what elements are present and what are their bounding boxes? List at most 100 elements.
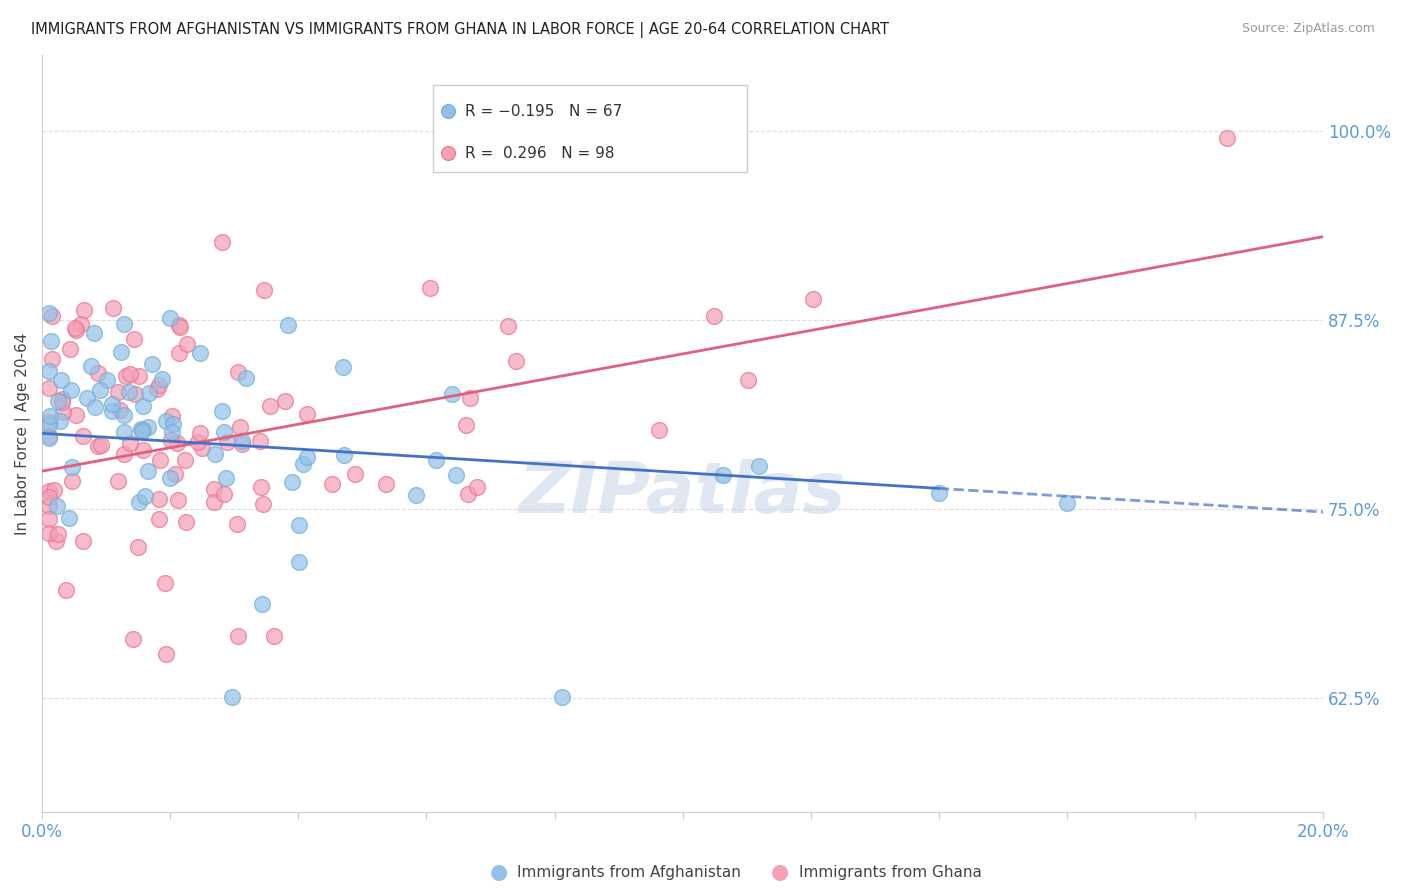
Point bbox=[46, 394, 69, 409]
Text: ●: ● bbox=[772, 863, 789, 882]
Point bbox=[72, 534, 94, 549]
Point bbox=[713, 467, 735, 482]
Point bbox=[155, 647, 177, 661]
Point bbox=[112, 409, 135, 423]
Point bbox=[737, 372, 759, 386]
Point bbox=[60, 474, 83, 488]
Point bbox=[217, 434, 239, 449]
Point bbox=[281, 475, 304, 489]
Point bbox=[38, 409, 60, 423]
Point bbox=[344, 467, 367, 482]
Point bbox=[51, 395, 73, 409]
Point bbox=[136, 463, 159, 477]
Point bbox=[1216, 131, 1239, 145]
Point bbox=[38, 526, 60, 541]
Point bbox=[263, 629, 285, 643]
Point bbox=[49, 372, 72, 386]
Point bbox=[45, 499, 67, 513]
Point bbox=[150, 372, 173, 386]
Text: ZIPatlas: ZIPatlas bbox=[519, 459, 846, 528]
Point bbox=[73, 302, 96, 317]
Point bbox=[38, 490, 60, 504]
Point bbox=[162, 417, 184, 432]
Point bbox=[496, 319, 519, 334]
Point bbox=[160, 409, 183, 423]
Point bbox=[162, 425, 184, 439]
Point bbox=[153, 575, 176, 590]
Point bbox=[83, 326, 105, 340]
Point bbox=[419, 281, 441, 295]
Point bbox=[287, 555, 309, 569]
Point bbox=[231, 434, 253, 449]
Point bbox=[169, 318, 191, 332]
Point bbox=[288, 518, 311, 533]
Point bbox=[212, 425, 235, 439]
Point bbox=[122, 332, 145, 346]
Point bbox=[118, 435, 141, 450]
Point bbox=[176, 337, 198, 351]
Point bbox=[115, 368, 138, 383]
Point bbox=[228, 365, 250, 379]
Point bbox=[204, 447, 226, 461]
Point bbox=[55, 582, 77, 597]
Point bbox=[505, 353, 527, 368]
Point bbox=[249, 479, 271, 493]
Point bbox=[132, 442, 155, 457]
Point bbox=[120, 367, 142, 381]
Point bbox=[211, 235, 233, 249]
Point bbox=[89, 384, 111, 398]
Point bbox=[65, 323, 87, 337]
Point bbox=[647, 423, 669, 437]
Point bbox=[148, 512, 170, 526]
Point bbox=[79, 359, 101, 373]
Point bbox=[703, 310, 725, 324]
Point bbox=[928, 486, 950, 500]
Point bbox=[169, 319, 191, 334]
Point bbox=[292, 457, 315, 471]
Point bbox=[444, 467, 467, 482]
Point bbox=[228, 629, 250, 643]
Point bbox=[42, 483, 65, 498]
Point bbox=[51, 392, 73, 406]
FancyBboxPatch shape bbox=[433, 86, 747, 172]
Point bbox=[136, 420, 159, 434]
Point bbox=[160, 434, 183, 448]
Point bbox=[274, 393, 297, 408]
Point bbox=[141, 357, 163, 371]
Point bbox=[159, 310, 181, 325]
Point bbox=[190, 441, 212, 455]
Y-axis label: In Labor Force | Age 20-64: In Labor Force | Age 20-64 bbox=[15, 332, 31, 534]
Text: R =  0.296   N = 98: R = 0.296 N = 98 bbox=[465, 145, 614, 161]
Point bbox=[65, 409, 87, 423]
Text: ●: ● bbox=[491, 863, 508, 882]
Point bbox=[60, 383, 83, 397]
Point bbox=[107, 385, 129, 400]
Point bbox=[332, 359, 354, 374]
Point bbox=[132, 423, 155, 437]
Point bbox=[38, 484, 60, 499]
Point bbox=[103, 301, 125, 315]
Point bbox=[202, 482, 225, 496]
Point bbox=[458, 391, 481, 405]
Point bbox=[63, 321, 86, 335]
Point bbox=[87, 366, 110, 380]
Point bbox=[131, 425, 153, 439]
Point bbox=[1056, 496, 1078, 510]
Point bbox=[454, 417, 477, 432]
Point bbox=[107, 474, 129, 488]
Point bbox=[801, 292, 824, 306]
Text: IMMIGRANTS FROM AFGHANISTAN VS IMMIGRANTS FROM GHANA IN LABOR FORCE | AGE 20-64 : IMMIGRANTS FROM AFGHANISTAN VS IMMIGRANT… bbox=[31, 22, 889, 38]
Point bbox=[148, 378, 170, 392]
Point bbox=[465, 480, 488, 494]
Point bbox=[38, 512, 60, 526]
Point bbox=[551, 690, 574, 704]
Point bbox=[38, 415, 60, 429]
Point bbox=[253, 283, 276, 297]
Point bbox=[90, 438, 112, 452]
Point bbox=[76, 391, 98, 405]
Point bbox=[110, 345, 132, 359]
Point bbox=[149, 453, 172, 467]
Point bbox=[166, 436, 188, 450]
Point bbox=[148, 491, 170, 506]
Point bbox=[221, 690, 243, 704]
